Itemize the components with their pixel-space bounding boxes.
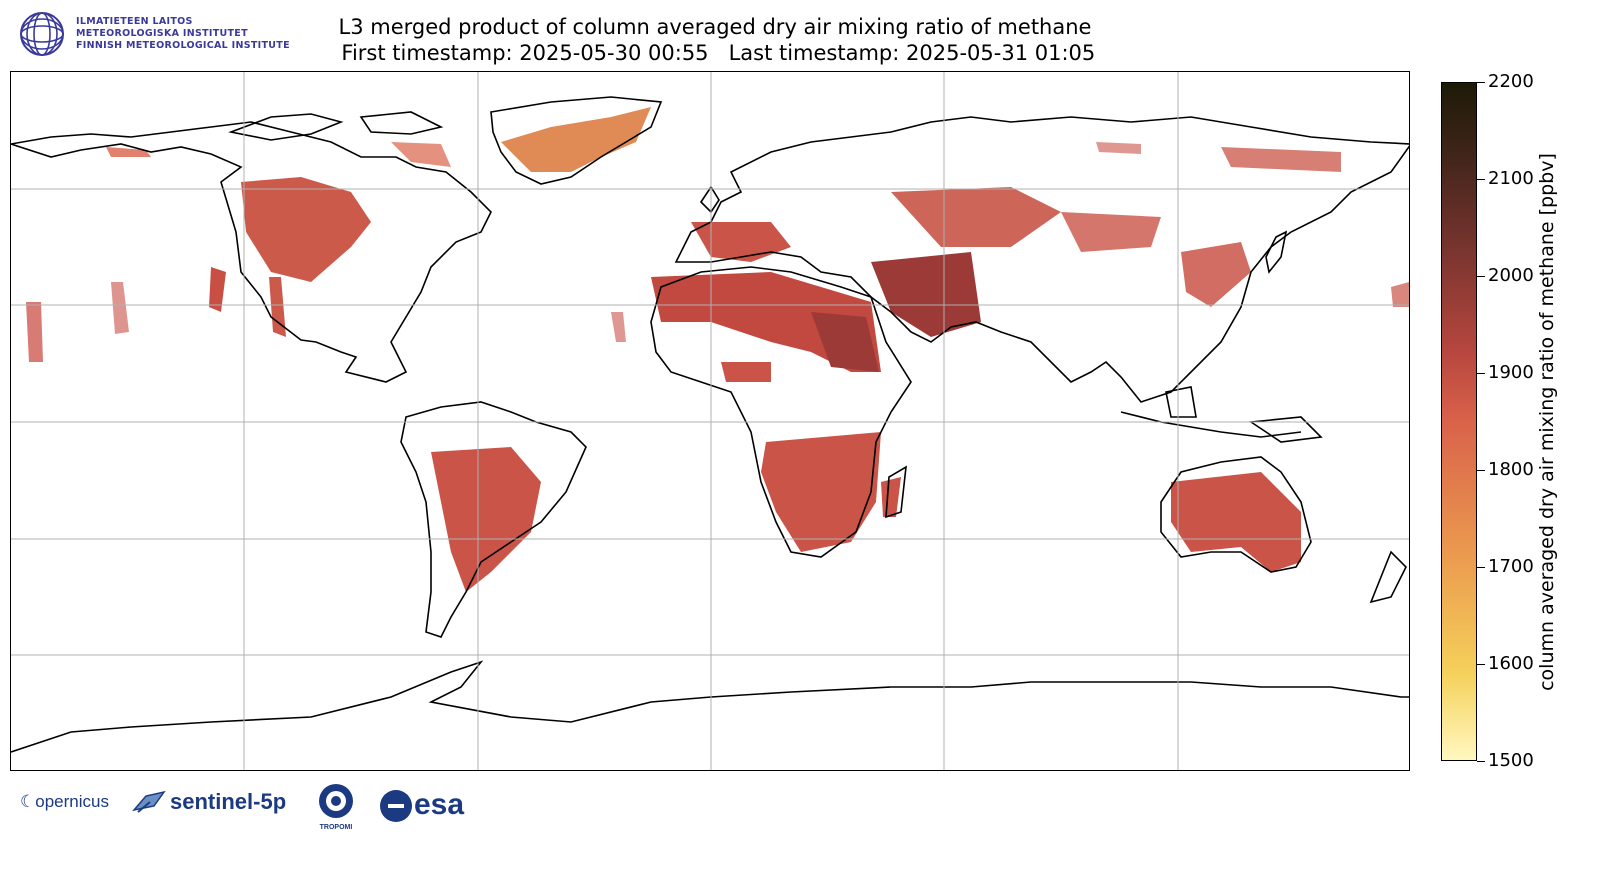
colorbar-tick-mark [1477, 469, 1485, 471]
colorbar-tick-mark [1477, 81, 1485, 83]
colorbar-tick-label: 2000 [1488, 265, 1534, 286]
data-canada-nw [106, 147, 151, 157]
data-pacific-strip-2 [111, 282, 129, 334]
coast-antarctica [11, 660, 1409, 753]
data-madagascar [881, 477, 901, 517]
esa-text: esa [414, 788, 465, 821]
coast-south-america [400, 401, 587, 638]
coast-greenland [490, 96, 663, 185]
coast-borneo [1165, 386, 1197, 418]
data-middle-east [871, 252, 981, 337]
methane-data-layer [26, 107, 1409, 592]
figure-title: L3 merged product of column averaged dry… [300, 14, 1130, 66]
colorbar-tick-label: 1600 [1488, 653, 1534, 674]
copernicus-icon: ☾ [20, 792, 36, 811]
data-siberia [1096, 142, 1141, 154]
data-australia [1171, 472, 1301, 572]
colorbar-tick-label: 1700 [1488, 556, 1534, 577]
fmi-name: ILMATIETEEN LAITOS METEOROLOGISKA INSTIT… [76, 16, 290, 52]
coastlines [11, 96, 1409, 753]
data-siberia-east [1221, 147, 1341, 172]
tropomi-eye-icon [319, 784, 353, 818]
coast-british-isles [699, 185, 720, 214]
data-southern-africa [761, 432, 881, 552]
data-north-america [241, 177, 371, 282]
esa-logo: esa [380, 788, 465, 823]
sentinel-text: sentinel-5p [170, 788, 287, 814]
colorbar-tick-label: 1900 [1488, 362, 1534, 383]
data-atlantic-strip [611, 312, 626, 342]
coast-indonesia [1120, 411, 1302, 438]
title-line-1: L3 merged product of column averaged dry… [338, 15, 1092, 39]
satellite-icon [132, 790, 166, 813]
data-pacific-east [1391, 282, 1409, 307]
coast-new-guinea [1248, 416, 1323, 443]
data-mexico-strip [209, 267, 226, 312]
copernicus-text: opernicus [35, 792, 109, 811]
colorbar-tick-label: 1800 [1488, 459, 1534, 480]
colorbar-tick-mark [1477, 275, 1485, 277]
data-sahara [651, 272, 881, 372]
coast-japan [1265, 230, 1288, 274]
world-map [10, 71, 1410, 771]
fmi-name-line-3: FINNISH METEOROLOGICAL INSTITUTE [76, 40, 290, 51]
tropomi-text: TROPOMI [319, 824, 353, 831]
colorbar-tick-mark [1477, 663, 1485, 665]
coast-eurasia [674, 116, 1409, 403]
coast-madagascar [885, 465, 907, 519]
coast-arctic-islands [228, 113, 344, 141]
colorbar-tick-mark [1477, 178, 1485, 180]
data-east-asia [1181, 242, 1251, 307]
colorbar-tick-label: 1500 [1488, 750, 1534, 771]
coast-africa [650, 266, 912, 558]
fmi-name-line-1: ILMATIETEEN LAITOS [76, 16, 193, 27]
fmi-globe-icon [20, 12, 64, 56]
coast-australia [1160, 456, 1312, 573]
tropomi-logo: TROPOMI [314, 782, 358, 832]
colorbar-tick-mark [1477, 372, 1485, 374]
title-line-2: First timestamp: 2025-05-30 00:55 Last t… [334, 41, 1096, 65]
map-canvas [11, 72, 1409, 770]
colorbar-tick-mark [1477, 566, 1485, 568]
sentinel-logo: sentinel-5p [132, 788, 286, 818]
data-pacific-strip [26, 302, 43, 362]
coast-new-zealand [1369, 550, 1407, 604]
coast-north-america [11, 121, 492, 383]
colorbar [1441, 82, 1477, 761]
esa-emblem-icon [380, 790, 412, 823]
data-mexico-2 [269, 277, 286, 337]
partner-logos: ☾opernicus sentinel-5p TROPOMI esa [20, 780, 490, 832]
data-canada-ne [391, 142, 451, 167]
data-sahel [721, 362, 771, 382]
gridlines [11, 72, 1409, 770]
colorbar-tick-mark [1477, 760, 1485, 762]
coast-arctic-islands-2 [359, 111, 444, 135]
colorbar-tick-label: 2100 [1488, 168, 1534, 189]
data-egypt-sudan [811, 312, 879, 372]
colorbar-tick-label: 2200 [1488, 71, 1534, 92]
data-greenland [501, 107, 651, 172]
fmi-logo: ILMATIETEEN LAITOS METEOROLOGISKA INSTIT… [18, 10, 298, 60]
data-south-america [431, 447, 541, 592]
data-central-asia [891, 187, 1061, 247]
fmi-name-line-2: METEOROLOGISKA INSTITUTET [76, 28, 248, 39]
copernicus-logo: ☾opernicus [20, 792, 109, 812]
data-mongolia [1061, 212, 1161, 252]
colorbar-label-text: column averaged dry air mixing ratio of … [1536, 153, 1558, 691]
data-europe [691, 222, 791, 262]
